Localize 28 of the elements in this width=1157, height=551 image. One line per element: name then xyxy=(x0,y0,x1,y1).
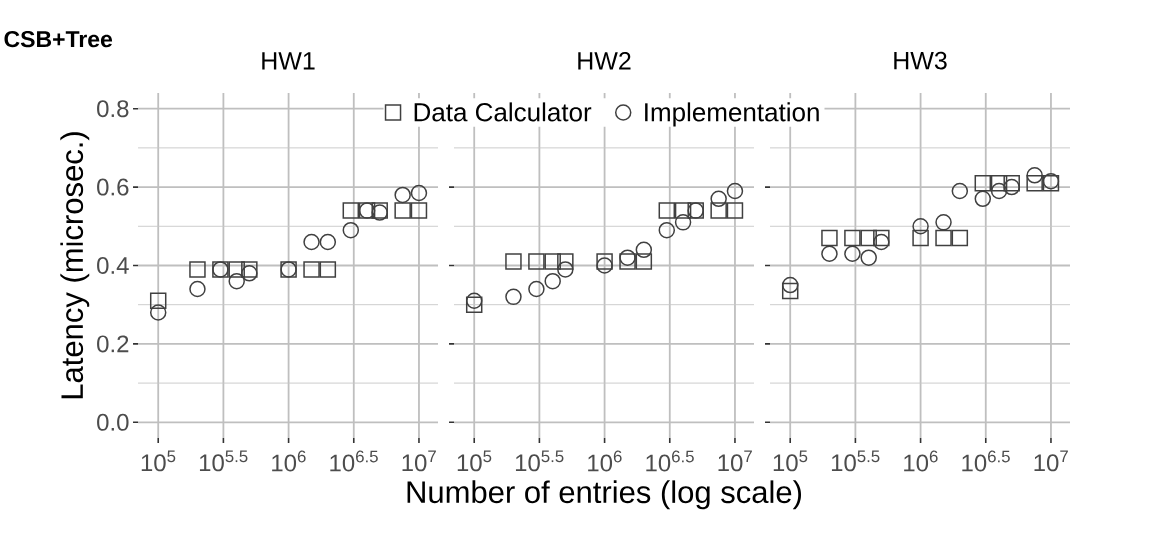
x-tick-label: 10$^{7}$ xyxy=(718,450,752,472)
x-tick-label: 10$^{6}$ xyxy=(272,450,306,472)
legend-label: Data Calculator xyxy=(414,102,592,122)
y-tick-label: 0.8 xyxy=(97,100,129,118)
x-tick-label: 10$^{6.5}$ xyxy=(330,450,378,472)
x-tick-label: 10$^{5.5}$ xyxy=(199,450,248,472)
y-tick-label: 0.0 xyxy=(97,413,129,431)
x-tick-label: 10$^{5}$ xyxy=(457,450,492,472)
y-tick-label: 0.6 xyxy=(97,178,129,196)
y-tick-label: 0.2 xyxy=(97,335,129,353)
x-tick-label: 10$^{5.5}$ xyxy=(831,450,880,472)
y-tick-label: 0.4 xyxy=(97,257,129,274)
x-tick-label: 10$^{6.5}$ xyxy=(646,450,694,472)
x-axis-title: Number of entries (log scale) xyxy=(407,480,802,510)
x-tick-label: 10$^{5}$ xyxy=(141,450,176,472)
x-tick-label: 10$^{5}$ xyxy=(773,450,808,472)
x-tick-label: 10$^{6}$ xyxy=(588,450,622,472)
text: CSB+Tree xyxy=(4,30,113,48)
x-tick-label: 10$^{6.5}$ xyxy=(962,450,1010,472)
x-tick-label: 10$^{5.5}$ xyxy=(515,450,564,472)
chart-title: HW1 xyxy=(262,52,315,70)
legend-label: Implementation xyxy=(645,102,819,127)
chart-title: HW3 xyxy=(894,51,947,70)
x-tick-label: 10$^{7}$ xyxy=(1034,450,1068,472)
x-tick-label: 10$^{6}$ xyxy=(904,450,938,472)
chart-title: HW2 xyxy=(578,52,631,70)
y-axis-title: Latency (microsec.) xyxy=(60,132,90,399)
x-tick-label: 10$^{7}$ xyxy=(402,450,436,472)
